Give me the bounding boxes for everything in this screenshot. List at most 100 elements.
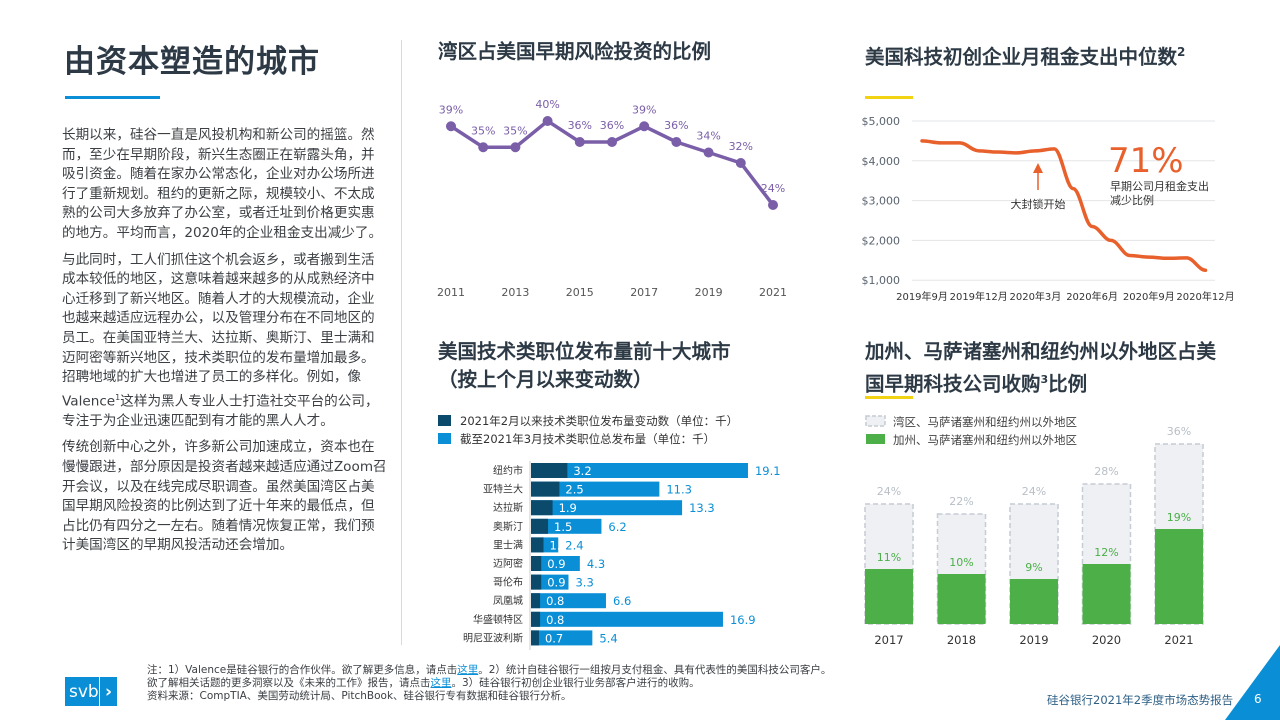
data-label: 39%	[439, 103, 463, 116]
report-name: 硅谷银行2021年2季度市场态势报告	[1047, 693, 1234, 707]
legend-swatch	[865, 415, 886, 427]
t2: 比例	[1048, 372, 1088, 396]
paragraph-2-text-b: 这样为黑人专业人士打造社交平台的公司，专注于为企业迅速匹配到有才能的黑人人才。	[62, 393, 379, 429]
green-bar	[1082, 564, 1131, 624]
change-label: 2.5	[565, 483, 583, 497]
category-label: 亚特兰大	[483, 483, 523, 496]
lockdown-annotation: 大封锁开始	[1011, 197, 1066, 211]
vc-share-line-chart: 39% 35% 35% 40% 36% 36% 39% 36% 34% 32% 24% 2011 201…	[437, 98, 787, 299]
change-label: 0.9	[547, 557, 565, 571]
n: 。3）硅谷银行初创企业银行业务部客户进行的收购。	[451, 677, 700, 689]
data-label: 36%	[664, 119, 688, 132]
x-tick-label: 2018	[947, 633, 976, 647]
x-tick-label: 2021	[759, 286, 787, 299]
total-bar	[531, 518, 602, 534]
note-1: 注：1）Valence是硅谷银行的合作伙伴。欲了解更多信息，请点击这里。2）统计…	[147, 664, 831, 677]
y-tick-label: $3,000	[862, 195, 901, 208]
legend-label: 湾区、马萨诸塞州和纽约州以外地区	[893, 415, 1077, 429]
here-link-1[interactable]: 这里	[457, 664, 479, 676]
n: 注：1）Valence是硅谷银行的合作伙伴。欲了解更多信息，请点击	[147, 664, 458, 676]
data-point	[703, 147, 714, 158]
change-bar	[531, 574, 542, 590]
vc-share-line	[450, 119, 775, 207]
x-tick-label: 2020年6月	[1066, 290, 1118, 303]
green-label: 9%	[1025, 561, 1042, 574]
green-label: 19%	[1167, 511, 1191, 524]
total-bar	[531, 500, 683, 516]
callout-text: 早期公司月租金支出	[1110, 179, 1209, 193]
total-bar	[531, 593, 606, 609]
green-label: 12%	[1094, 546, 1118, 559]
x-tick-label: 2020年3月	[1009, 290, 1061, 303]
x-tick-label: 2013	[501, 286, 529, 299]
change-bar	[531, 593, 541, 609]
data-label: 24%	[761, 182, 785, 195]
legend-swatch	[866, 434, 885, 444]
data-point	[574, 137, 585, 147]
outer-label: 36%	[1167, 425, 1191, 438]
data-point	[639, 121, 650, 132]
n: 。2）统计自硅谷银行一组按月支付租金、具有代表性的美国科技公司客户。	[478, 664, 832, 676]
footnotes: 注：1）Valence是硅谷银行的合作伙伴。欲了解更多信息，请点击这里。2）统计…	[147, 664, 831, 703]
callout-value: 71%	[1108, 141, 1184, 181]
y-tick-label: $4,000	[862, 155, 901, 168]
chart4-title-line1: 加州、马萨诸塞州和纽约州以外地区占美	[865, 340, 1217, 363]
x-tick-label: 2011	[437, 286, 465, 299]
paragraph-3: 传统创新中心之外，许多新公司加速成立，资本也在慢慢跟进，部分原因是投资者越来越适…	[62, 439, 387, 554]
body-text: 长期以来，硅谷一直是风投机构和新公司的摇篮。然而，至少在早期阶段，新兴生态圈正在…	[62, 126, 388, 563]
legend-swatch	[438, 415, 451, 426]
chart2-title-text: 美国科技初创企业月租金支出中位数	[865, 45, 1178, 69]
change-bar	[531, 630, 539, 646]
data-label: 36%	[568, 119, 592, 132]
data-label: 36%	[600, 119, 624, 132]
data-label: 39%	[632, 103, 656, 116]
green-bar	[865, 569, 913, 624]
callout-text: 减少比例	[1110, 193, 1154, 207]
total-label: 6.2	[608, 520, 626, 534]
footnote-ref: 1	[115, 392, 121, 402]
chart1-title: 湾区占美国早期风险投资的比例	[438, 40, 712, 63]
t: 国早期科技公司收购	[865, 372, 1041, 396]
green-bar	[1155, 529, 1203, 624]
category-label: 华盛顿特区	[473, 613, 523, 626]
category-label: 达拉斯	[493, 501, 523, 514]
change-label: 0.7	[545, 631, 563, 645]
corner-triangle	[1225, 645, 1280, 720]
total-label: 19.1	[755, 464, 781, 478]
chart3-title-line1: 美国技术类职位发布量前十大城市	[438, 340, 731, 363]
total-label: 11.3	[666, 483, 692, 497]
rent-line-chart: $5,000 $4,000 $3,000 $2,000 $1,000 2019年9月 201…	[862, 115, 1235, 303]
total-label: 3.3	[575, 576, 593, 590]
change-label: 1.1	[549, 538, 567, 552]
page-title: 由资本塑造的城市	[64, 44, 320, 80]
change-bar	[531, 500, 553, 516]
green-bar	[937, 574, 986, 624]
outer-label: 28%	[1094, 465, 1118, 478]
category-label: 纽约市	[493, 464, 523, 477]
total-label: 6.6	[613, 594, 631, 608]
green-bar	[1010, 579, 1058, 624]
x-tick-label: 2020	[1092, 633, 1121, 647]
chart4-underline	[865, 396, 913, 399]
chart2-title: 美国科技初创企业月租金支出中位数2	[865, 38, 1185, 72]
total-bar	[531, 611, 723, 627]
change-bar	[531, 556, 542, 571]
rent-line	[920, 139, 1208, 272]
change-label: 1.9	[559, 501, 577, 515]
total-bar	[531, 463, 748, 478]
data-label: 35%	[471, 124, 495, 137]
x-tick-label: 2020年12月	[1176, 290, 1234, 303]
data-point	[542, 116, 553, 126]
green-label: 10%	[949, 556, 973, 569]
paragraph-1: 长期以来，硅谷一直是风投机构和新公司的摇篮。然而，至少在早期阶段，新兴生态圈正在…	[62, 127, 383, 241]
here-link-2[interactable]: 这里	[430, 677, 452, 689]
change-label: 0.9	[547, 576, 565, 590]
data-point	[446, 121, 456, 132]
data-point	[478, 142, 489, 153]
change-label: 0.8	[546, 594, 564, 608]
category-label: 里士满	[493, 538, 523, 551]
green-label: 11%	[877, 551, 901, 564]
legend-label: 加州、马萨诸塞州和纽约州以外地区	[893, 433, 1077, 447]
data-point	[671, 137, 682, 147]
